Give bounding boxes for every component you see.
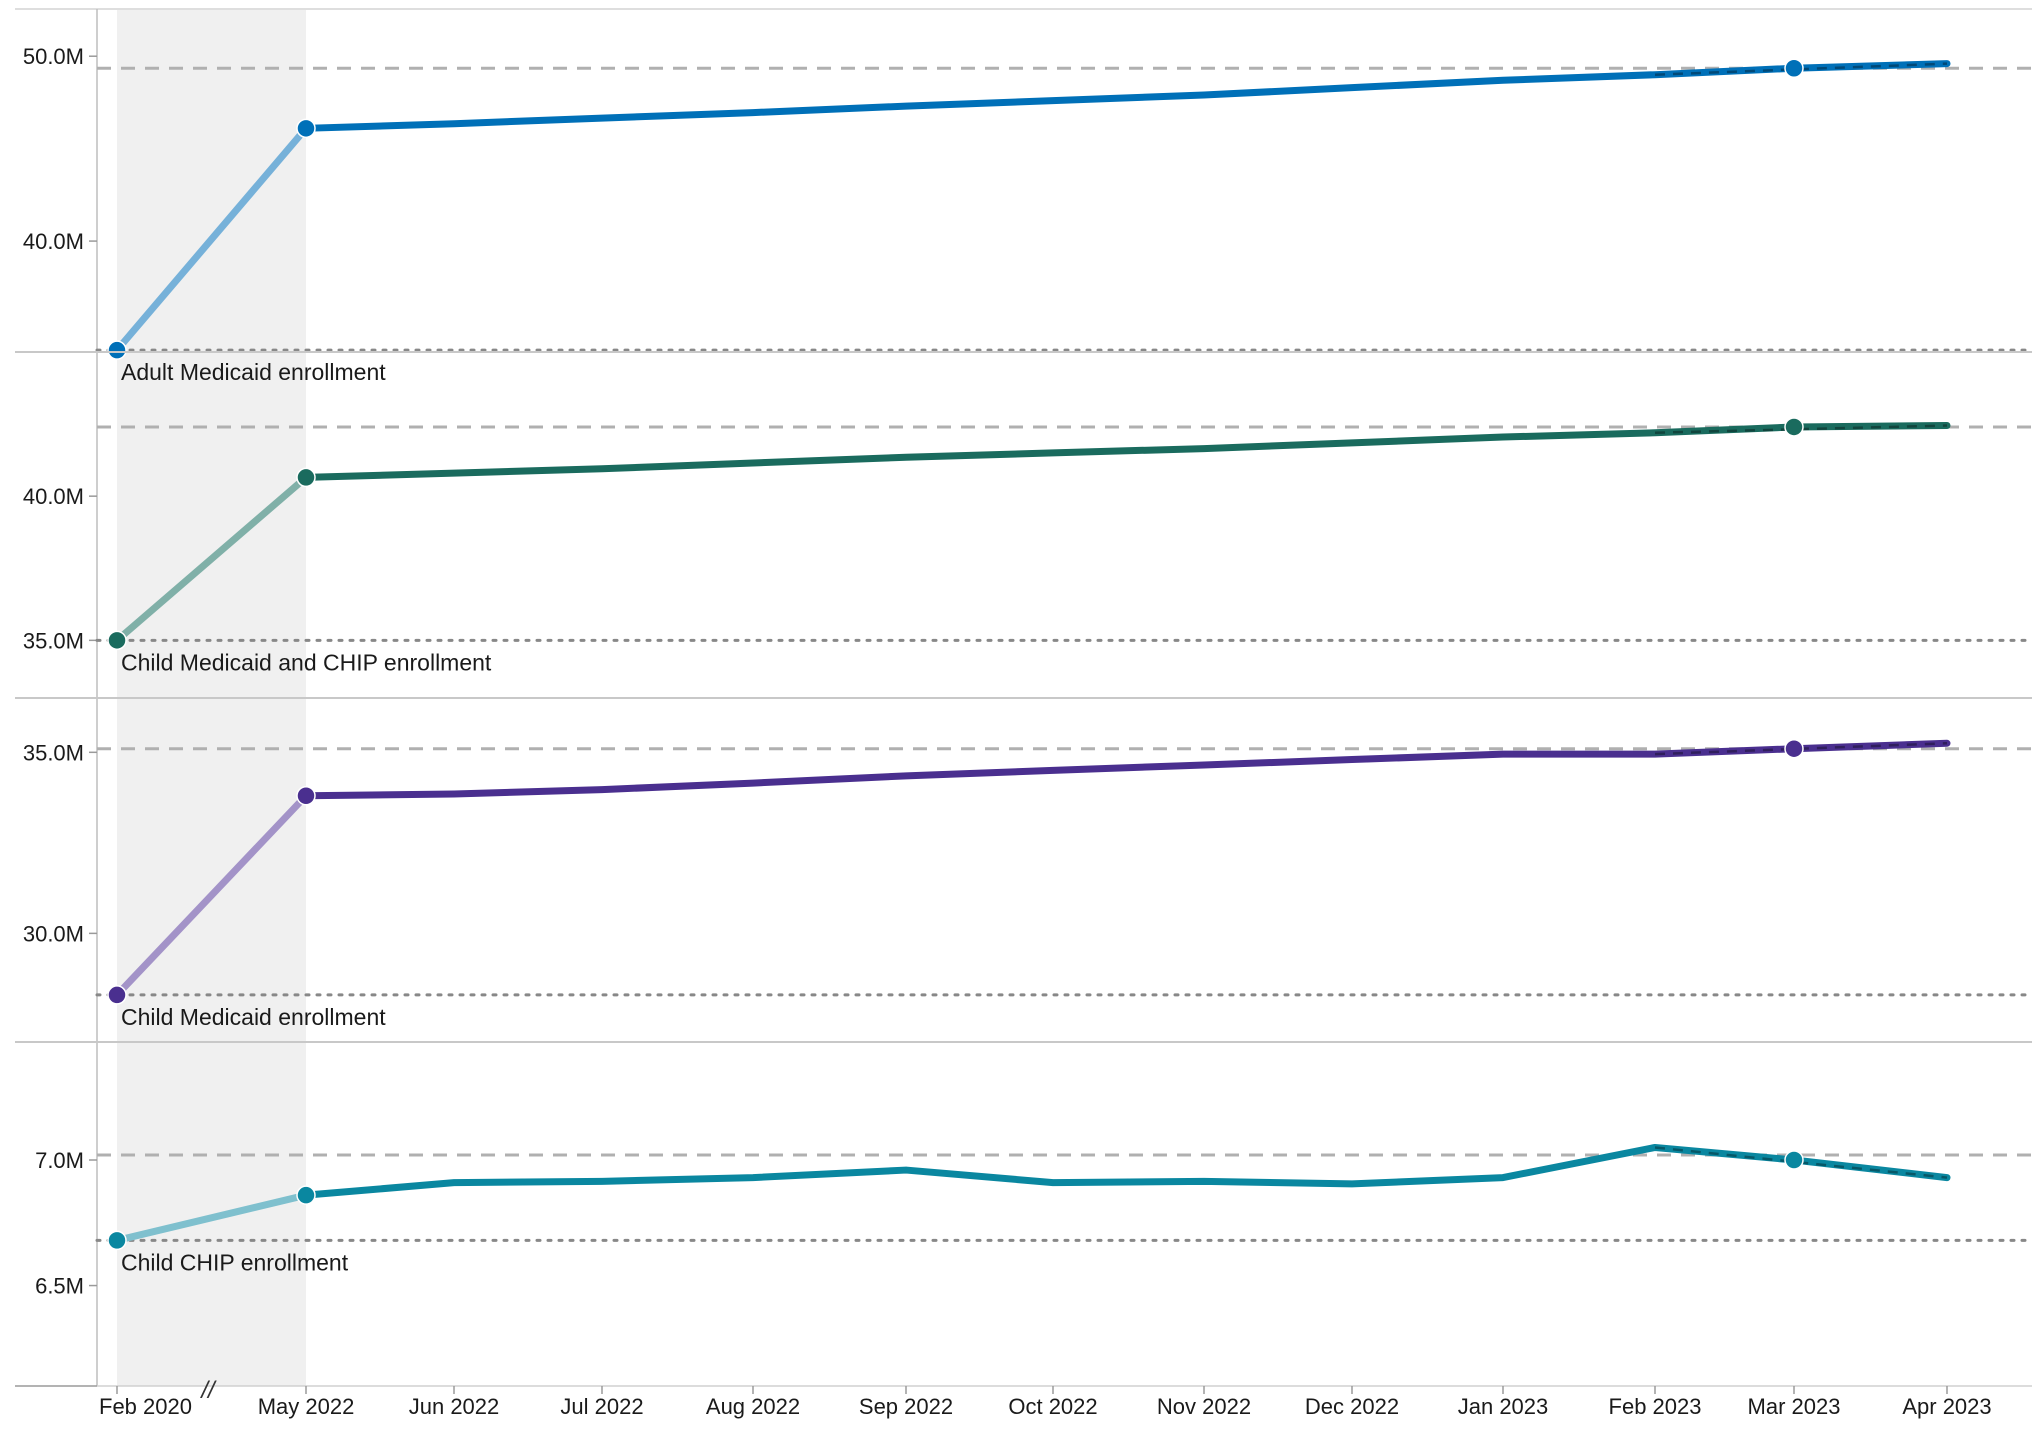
panel-child-medicaid-chip: 40.0M 35.0M Child Medicaid and CHIP enroll…: [15, 351, 2032, 675]
x-tick-label: Apr 2023: [1902, 1394, 1991, 1419]
series-line: [302, 60, 1951, 132]
data-point-mar-2023: [1784, 1150, 1804, 1170]
x-tick-label: Jun 2022: [409, 1394, 500, 1419]
axis-break-marker: //: [199, 1377, 217, 1404]
x-tick-label: May 2022: [258, 1394, 355, 1419]
series-line: [302, 1143, 1951, 1199]
y-tick-label: 7.0M: [35, 1148, 84, 1173]
data-point-mar-2023: [1784, 417, 1804, 437]
x-tick-label: Feb 2023: [1609, 1394, 1702, 1419]
y-tick-label: 50.0M: [23, 44, 84, 69]
data-point-may-2022: [296, 118, 316, 139]
y-tick-label: 35.0M: [23, 740, 84, 765]
series-label: Child CHIP enrollment: [121, 1249, 349, 1275]
data-point-mar-2023: [1784, 738, 1804, 759]
y-tick-label: 40.0M: [23, 229, 84, 254]
data-point-may-2022: [296, 1185, 316, 1205]
series-segment-pre-period: [113, 792, 310, 999]
series-segment-pre-period: [113, 124, 310, 354]
y-tick-label: 35.0M: [23, 628, 84, 653]
panel-child-medicaid: 35.0M 30.0M Child Medicaid enrollment: [15, 697, 2032, 1030]
y-tick-label: 30.0M: [23, 921, 84, 946]
x-tick-label: Dec 2022: [1305, 1394, 1399, 1419]
panel-child-chip: 7.0M 6.5M Child CHIP enrollment: [15, 1041, 2032, 1299]
y-tick-label: 40.0M: [23, 484, 84, 509]
x-tick-label: Jan 2023: [1458, 1394, 1549, 1419]
x-tick-label: Oct 2022: [1008, 1394, 1097, 1419]
series-line: [302, 422, 1951, 481]
data-point-feb-2020: [107, 630, 127, 651]
data-point-mar-2023: [1784, 58, 1804, 78]
series-label: Child Medicaid and CHIP enrollment: [121, 649, 492, 675]
x-tick-label: Mar 2023: [1748, 1394, 1841, 1419]
series-label: Adult Medicaid enrollment: [121, 359, 386, 385]
data-point-feb-2020: [107, 985, 127, 1005]
data-point-may-2022: [296, 786, 316, 806]
series-segment-pre-period: [113, 473, 310, 644]
series-segment-pre-period: [113, 1191, 310, 1244]
panel-adult: 50.0M 40.0M Adult Medicaid enrollment: [23, 44, 2032, 385]
data-point-feb-2020: [107, 340, 127, 360]
series-line: [302, 739, 1951, 800]
x-tick-label: Nov 2022: [1157, 1394, 1251, 1419]
x-tick-label: Aug 2022: [706, 1394, 800, 1419]
x-tick-label: Feb 2020: [99, 1394, 192, 1419]
data-point-may-2022: [296, 467, 316, 488]
data-point-feb-2020: [107, 1230, 127, 1251]
x-tick-label: Sep 2022: [859, 1394, 953, 1419]
y-tick-label: 6.5M: [35, 1274, 84, 1299]
series-label: Child Medicaid enrollment: [121, 1004, 386, 1030]
x-tick-label: Jul 2022: [560, 1394, 643, 1419]
